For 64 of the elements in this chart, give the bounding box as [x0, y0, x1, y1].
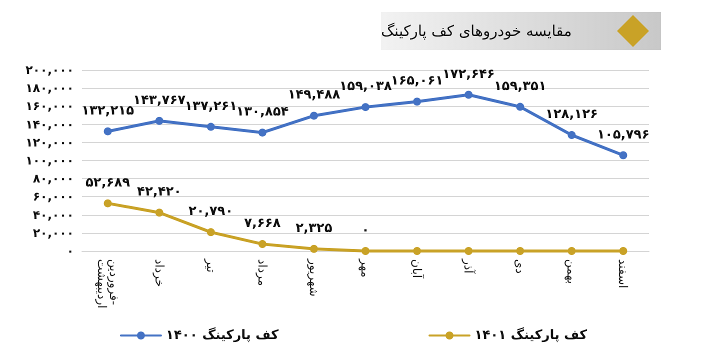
- point: [464, 247, 473, 255]
- point: [516, 102, 524, 111]
- data-label: ۱۵۹,۰۳۸: [339, 79, 392, 94]
- point: [464, 90, 473, 99]
- data-label: ۱۲۸,۱۲۶: [545, 107, 598, 122]
- y-tick-label: ۲۰۰,۰۰۰: [25, 63, 74, 77]
- data-label: ۰: [362, 223, 370, 238]
- point: [619, 247, 628, 255]
- data-label: ۱۳۰,۸۵۴: [236, 104, 289, 120]
- point: [258, 240, 266, 248]
- data-label: ۱۷۲,۶۴۶: [442, 66, 495, 82]
- point: [568, 247, 576, 255]
- point: [104, 127, 112, 136]
- data-label: ۱۴۳,۷۶۷: [133, 92, 186, 108]
- data-label: ۱۶۵,۰۶۱: [390, 74, 444, 89]
- x-tick-label: اسفند: [616, 259, 630, 288]
- data-label: ۱۵۹,۳۵۱: [494, 78, 546, 94]
- point: [258, 128, 266, 137]
- point: [413, 98, 422, 106]
- point: [310, 244, 318, 253]
- point: [413, 247, 422, 255]
- data-label: ۱۴۹,۴۸۸: [288, 88, 340, 103]
- legend-label: کف پارکینگ ۱۴۰۰: [166, 327, 279, 343]
- point: [206, 122, 215, 131]
- point: [310, 112, 318, 120]
- y-tick-label: ۰: [66, 244, 74, 258]
- data-label: ۵۲,۶۸۹: [85, 175, 130, 190]
- point: [362, 103, 370, 112]
- point: [155, 116, 164, 125]
- point: [104, 199, 112, 208]
- x-tick-label: آذر: [462, 258, 477, 274]
- y-tick-label: ۱۴۰,۰۰۰: [25, 117, 74, 132]
- y-tick-label: ۱۲۰,۰۰۰: [25, 135, 74, 150]
- x-tick-label: خرداد: [152, 259, 166, 288]
- data-label: ۲,۳۲۵: [296, 220, 332, 236]
- point: [619, 151, 628, 160]
- point: [362, 247, 370, 255]
- point: [206, 228, 215, 236]
- x-tick-label: آبان: [410, 259, 426, 279]
- x-tick-label: دی: [513, 259, 528, 274]
- y-tick-label: ۱۶۰,۰۰۰: [25, 99, 74, 114]
- point: [568, 131, 576, 140]
- data-label: ۱۳۲,۲۱۵: [82, 103, 134, 118]
- y-tick-label: ۴۰,۰۰۰: [32, 208, 74, 222]
- x-tick-label: بهمن: [564, 259, 579, 284]
- chart-title: مقایسه خودروهای کف پارکینگ: [381, 22, 572, 40]
- y-tick-label: ۱۸۰,۰۰۰: [25, 81, 74, 96]
- x-tick-label: فروردین-اردیبهشت: [94, 259, 121, 308]
- x-tick-label: تیر: [204, 258, 218, 273]
- data-label: ۷,۶۶۸: [244, 216, 281, 232]
- x-tick-label: مهر: [358, 258, 372, 278]
- y-tick-label: ۶۰,۰۰۰: [32, 190, 74, 204]
- legend-label: کف پارکینگ ۱۴۰۱: [474, 327, 588, 343]
- data-label: ۱۰۵,۷۹۶: [596, 127, 650, 142]
- y-tick-label: ۸۰,۰۰۰: [32, 172, 74, 186]
- y-tick-label: ۲۰,۰۰۰: [32, 226, 74, 240]
- point: [155, 208, 164, 217]
- point: [516, 247, 524, 255]
- y-tick-label: ۱۰۰,۰۰۰: [25, 154, 74, 168]
- x-tick-label: مرداد: [255, 259, 270, 286]
- data-label: ۱۳۷,۲۶۱: [184, 98, 238, 114]
- data-label: ۴۲,۴۲۰: [137, 184, 182, 200]
- x-tick-label: شهریور: [306, 258, 321, 297]
- data-label: ۲۰,۷۹۰: [188, 204, 234, 220]
